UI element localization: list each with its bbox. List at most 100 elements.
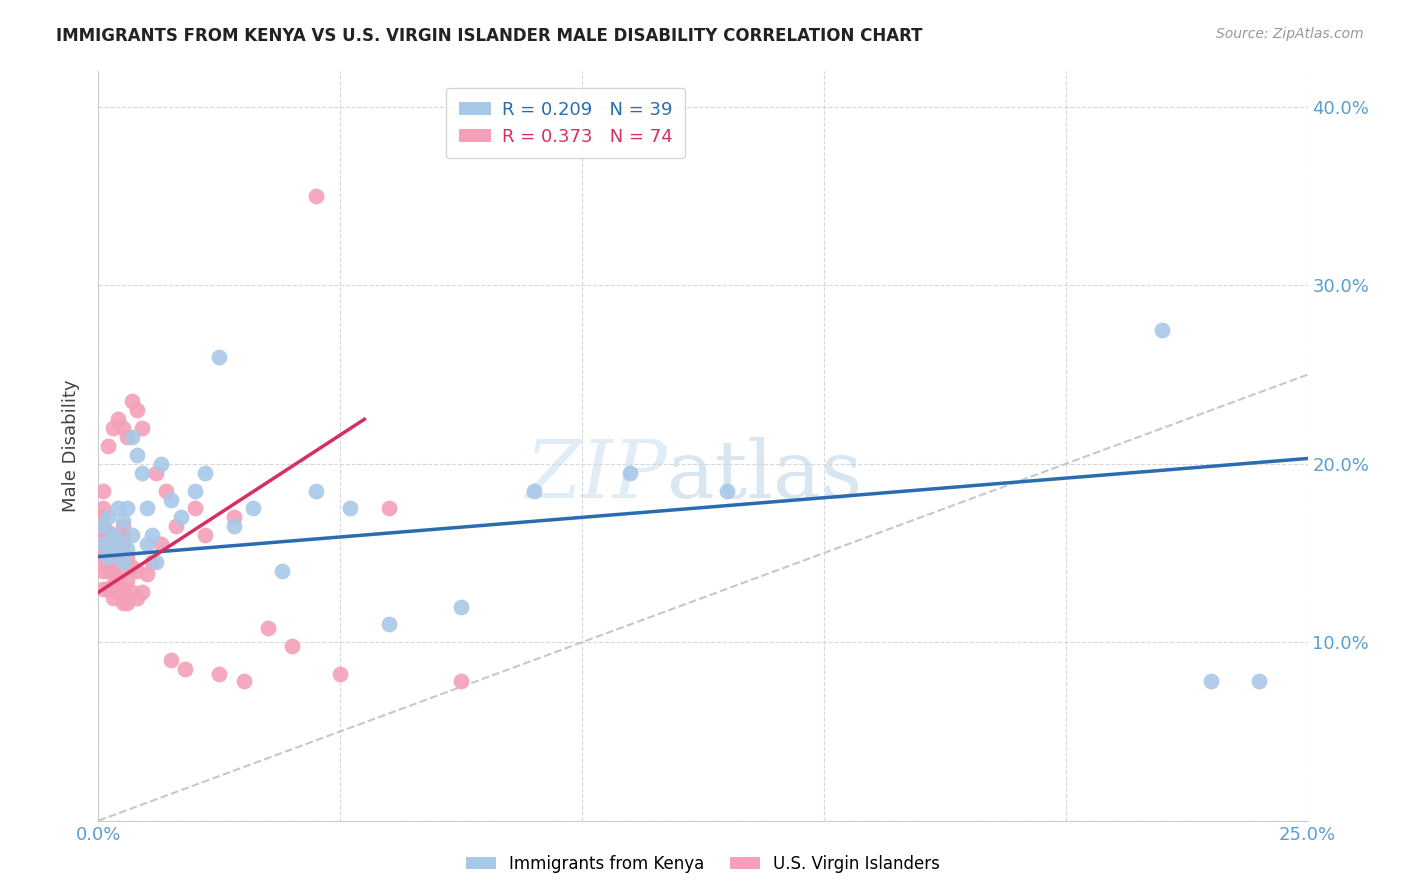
Point (111, 537, 134, 551)
Point (160, 653, 183, 667)
Point (101, 555, 124, 569)
Point (91, 537, 114, 551)
Point (169, 510, 191, 524)
Point (208, 667, 231, 681)
Point (91, 519, 114, 533)
Point (256, 621, 278, 635)
Point (1199, 674, 1222, 689)
Point (1249, 674, 1271, 689)
Point (97, 532, 120, 546)
Point (111, 596, 134, 610)
Point (91, 501, 114, 516)
Point (91, 532, 114, 546)
Point (91, 582, 114, 596)
Point (523, 483, 546, 498)
Point (131, 466, 153, 480)
Point (91, 537, 114, 551)
Point (127, 564, 149, 578)
Point (305, 483, 328, 498)
Point (716, 483, 738, 498)
Point (107, 549, 129, 564)
Point (377, 617, 399, 632)
Point (127, 591, 149, 605)
Point (117, 542, 139, 557)
Point (91, 524, 114, 539)
Point (135, 537, 157, 551)
Point (97, 439, 120, 453)
Point (127, 448, 149, 462)
Point (121, 585, 143, 599)
Point (141, 528, 163, 542)
Point (107, 532, 129, 546)
Point (101, 542, 124, 557)
Point (1152, 323, 1174, 337)
Point (111, 514, 134, 528)
Point (127, 403, 149, 417)
Point (97, 549, 120, 564)
Point (107, 412, 129, 426)
Point (131, 585, 153, 599)
Point (305, 189, 328, 203)
Point (91, 528, 114, 542)
Point (222, 519, 245, 533)
Point (117, 430, 139, 444)
Point (97, 537, 120, 551)
Point (141, 555, 163, 569)
Point (101, 537, 124, 551)
Point (97, 549, 120, 564)
Legend: R = 0.209   N = 39, R = 0.373   N = 74: R = 0.209 N = 39, R = 0.373 N = 74 (446, 88, 685, 158)
Point (97, 555, 120, 569)
Point (101, 421, 124, 435)
Point (339, 501, 361, 516)
Point (165, 519, 187, 533)
Text: IMMIGRANTS FROM KENYA VS U.S. VIRGIN ISLANDER MALE DISABILITY CORRELATION CHART: IMMIGRANTS FROM KENYA VS U.S. VIRGIN ISL… (56, 27, 922, 45)
Text: Source: ZipAtlas.com: Source: ZipAtlas.com (1216, 27, 1364, 41)
Point (107, 573, 129, 587)
Point (101, 578, 124, 592)
Point (174, 662, 197, 676)
Point (121, 528, 143, 542)
Point (222, 510, 245, 524)
Point (155, 483, 177, 498)
Point (111, 519, 134, 533)
Point (145, 555, 167, 569)
Point (97, 582, 120, 596)
Point (107, 537, 129, 551)
Point (101, 528, 124, 542)
Text: atlas: atlas (666, 437, 862, 515)
Point (450, 599, 472, 614)
Point (91, 546, 114, 560)
Text: ZIP: ZIP (524, 437, 666, 515)
Point (117, 573, 139, 587)
Point (101, 564, 124, 578)
Point (111, 421, 134, 435)
Point (619, 466, 641, 480)
Point (135, 501, 157, 516)
Point (117, 501, 139, 516)
Point (145, 466, 167, 480)
Point (184, 501, 207, 516)
Point (194, 528, 217, 542)
Point (131, 421, 153, 435)
Point (232, 674, 254, 689)
Point (101, 549, 124, 564)
Point (97, 524, 120, 539)
Point (111, 549, 134, 564)
Point (101, 591, 124, 605)
Point (184, 483, 207, 498)
Point (194, 466, 217, 480)
Point (117, 549, 139, 564)
Point (97, 546, 120, 560)
Point (121, 430, 143, 444)
Point (121, 394, 143, 409)
Point (150, 457, 173, 471)
Point (377, 501, 399, 516)
Point (91, 555, 114, 569)
Point (101, 528, 124, 542)
Point (111, 564, 134, 578)
Point (107, 501, 129, 516)
Point (117, 596, 139, 610)
Point (160, 492, 183, 507)
Point (450, 674, 472, 689)
Point (91, 519, 114, 533)
